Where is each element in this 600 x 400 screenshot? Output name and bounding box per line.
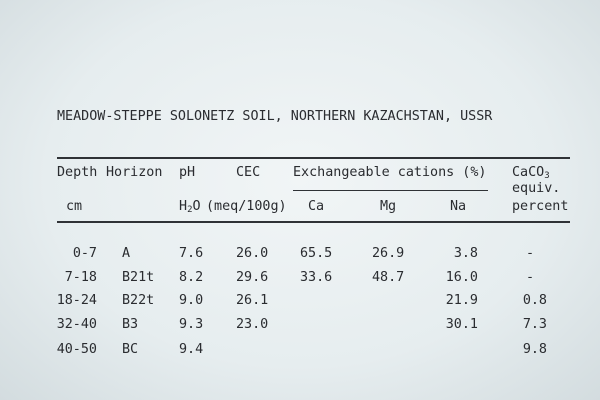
cell-ph: 9.4 — [179, 342, 204, 357]
cell-ph: 8.2 — [179, 270, 204, 285]
header-cec: CEC — [236, 165, 261, 180]
caco3-sub: 3 — [544, 171, 550, 181]
cell-cec: 26.1 — [236, 293, 269, 308]
cell-horizon: B3 — [122, 317, 139, 332]
cell-depth: 32-40 — [56, 317, 97, 332]
ph-2: 2 — [187, 205, 193, 215]
top-rule — [57, 157, 570, 159]
cell-horizon: B21t — [122, 270, 155, 285]
cell-ph: 9.0 — [179, 293, 204, 308]
cell-ca: 65.5 — [300, 246, 333, 261]
cell-cec: 26.0 — [236, 246, 269, 261]
header-ca: Ca — [308, 199, 325, 214]
cell-caco3: - — [525, 270, 535, 285]
cell-mg: 26.9 — [372, 246, 405, 261]
header-cec-unit: (meq/100g) — [206, 199, 287, 214]
header-ph: pH — [179, 165, 196, 180]
cell-na: 16.0 — [445, 270, 478, 285]
ph-h: H — [179, 199, 188, 214]
cell-ca: 33.6 — [300, 270, 333, 285]
cell-horizon: BC — [122, 342, 139, 357]
cell-ph: 9.3 — [179, 317, 204, 332]
cell-depth: 40-50 — [56, 342, 97, 357]
cell-caco3: 0.8 — [522, 293, 547, 308]
cell-cec: 29.6 — [236, 270, 269, 285]
cell-depth: 0-7 — [72, 246, 97, 261]
cell-na: 3.8 — [453, 246, 478, 261]
header-bottom-rule — [57, 221, 570, 223]
cell-horizon: A — [122, 246, 131, 261]
header-horizon: Horizon — [106, 165, 163, 180]
cell-caco3: 9.8 — [522, 342, 547, 357]
cell-na: 21.9 — [445, 293, 478, 308]
cell-ph: 7.6 — [179, 246, 204, 261]
header-caco3-percent: percent — [512, 199, 569, 214]
cell-depth: 18-24 — [56, 293, 97, 308]
cell-caco3: 7.3 — [522, 317, 547, 332]
header-mg: Mg — [380, 199, 397, 214]
cell-caco3: - — [525, 246, 535, 261]
header-depth: Depth — [57, 165, 98, 180]
cell-na: 30.1 — [445, 317, 478, 332]
header-depth-unit: cm — [66, 199, 83, 214]
header-caco3-equiv: equiv. — [512, 181, 561, 196]
cell-depth: 7-18 — [64, 270, 97, 285]
cations-group-rule — [293, 190, 488, 191]
cell-cec: 23.0 — [236, 317, 269, 332]
cell-horizon: B22t — [122, 293, 155, 308]
caco3-main: CaCO — [512, 165, 545, 180]
header-na: Na — [450, 199, 467, 214]
header-ph-unit: H2O — [179, 200, 201, 215]
cell-mg: 48.7 — [372, 270, 405, 285]
table-title: MEADOW-STEPPE SOLONETZ SOIL, NORTHERN KA… — [57, 109, 493, 124]
header-caco3: CaCO3 — [512, 166, 550, 181]
header-cations-group: Exchangeable cations (%) — [293, 165, 487, 180]
ph-o: O — [192, 199, 201, 214]
